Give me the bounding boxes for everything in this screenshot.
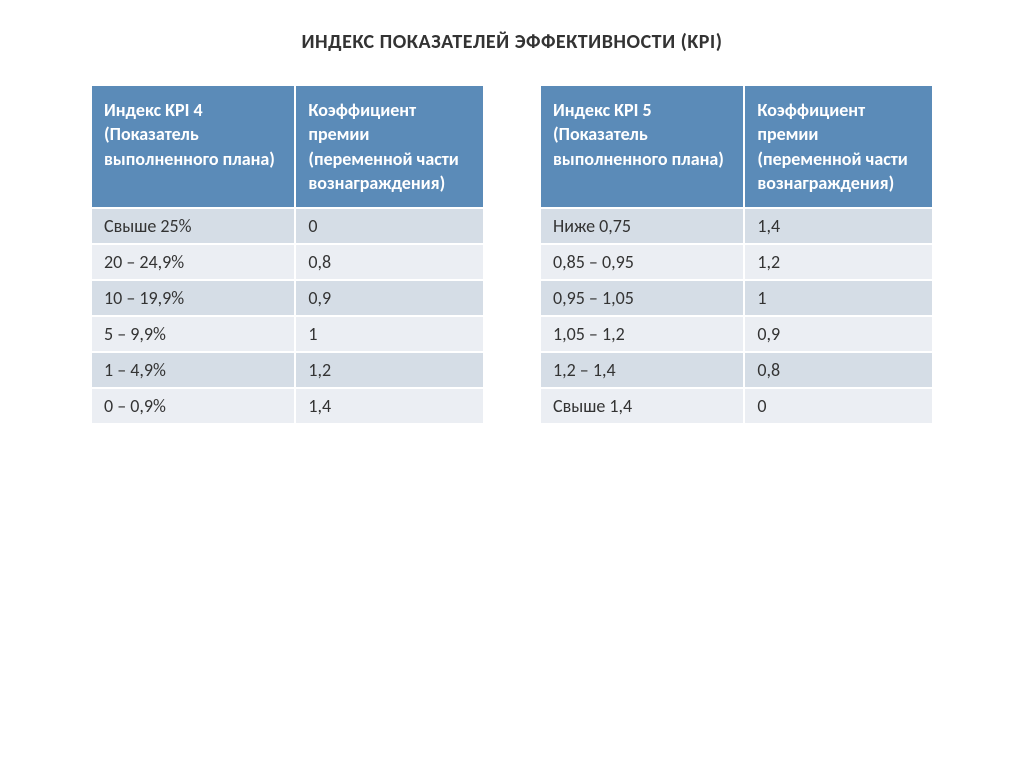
table-cell: 0 bbox=[744, 388, 933, 424]
table-row: 5 – 9,9% 1 bbox=[91, 316, 484, 352]
table-cell: 1 bbox=[744, 280, 933, 316]
table-cell: 10 – 19,9% bbox=[91, 280, 295, 316]
table-cell: 1,05 – 1,2 bbox=[540, 316, 744, 352]
table-cell: 0,9 bbox=[295, 280, 484, 316]
table-row: Ниже 0,75 1,4 bbox=[540, 208, 933, 244]
table-cell: 0,85 – 0,95 bbox=[540, 244, 744, 280]
table-cell: 1 – 4,9% bbox=[91, 352, 295, 388]
table-header: Индекс KPI 5 (Показатель выполненного пл… bbox=[540, 85, 744, 208]
table-cell: 1,2 – 1,4 bbox=[540, 352, 744, 388]
kpi-table-5: Индекс KPI 5 (Показатель выполненного пл… bbox=[539, 84, 934, 425]
table-cell: 0,8 bbox=[295, 244, 484, 280]
table-cell: 20 – 24,9% bbox=[91, 244, 295, 280]
table-cell: 0,9 bbox=[744, 316, 933, 352]
table-row: 0,85 – 0,95 1,2 bbox=[540, 244, 933, 280]
table-row: Свыше 1,4 0 bbox=[540, 388, 933, 424]
table-cell: 5 – 9,9% bbox=[91, 316, 295, 352]
table-header: Индекс KPI 4 (Показатель выполненного пл… bbox=[91, 85, 295, 208]
table-row: 20 – 24,9% 0,8 bbox=[91, 244, 484, 280]
kpi-table-4: Индекс KPI 4 (Показатель выполненного пл… bbox=[90, 84, 485, 425]
table-cell: 1,4 bbox=[295, 388, 484, 424]
table-cell: 1,2 bbox=[744, 244, 933, 280]
table-cell: 0 – 0,9% bbox=[91, 388, 295, 424]
table-cell: Ниже 0,75 bbox=[540, 208, 744, 244]
table-row: 0,95 – 1,05 1 bbox=[540, 280, 933, 316]
table-cell: 1,4 bbox=[744, 208, 933, 244]
table-row: Свыше 25% 0 bbox=[91, 208, 484, 244]
table-cell: 0,95 – 1,05 bbox=[540, 280, 744, 316]
table-header: Коэффициент премии (переменной части воз… bbox=[744, 85, 933, 208]
table-row: 1 – 4,9% 1,2 bbox=[91, 352, 484, 388]
page-title: ИНДЕКС ПОКАЗАТЕЛЕЙ ЭФФЕКТИВНОСТИ (KPI) bbox=[90, 30, 934, 54]
table-cell: Свыше 1,4 bbox=[540, 388, 744, 424]
table-cell: 0 bbox=[295, 208, 484, 244]
table-row: 10 – 19,9% 0,9 bbox=[91, 280, 484, 316]
table-cell: 1,2 bbox=[295, 352, 484, 388]
table-cell: 1 bbox=[295, 316, 484, 352]
table-header: Коэффициент премии (переменной части воз… bbox=[295, 85, 484, 208]
table-cell: Свыше 25% bbox=[91, 208, 295, 244]
tables-container: Индекс KPI 4 (Показатель выполненного пл… bbox=[90, 84, 934, 425]
table-row: 1,2 – 1,4 0,8 bbox=[540, 352, 933, 388]
table-row: 1,05 – 1,2 0,9 bbox=[540, 316, 933, 352]
table-cell: 0,8 bbox=[744, 352, 933, 388]
table-row: 0 – 0,9% 1,4 bbox=[91, 388, 484, 424]
